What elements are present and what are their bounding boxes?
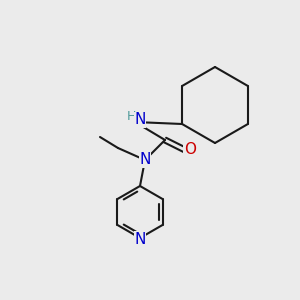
Text: H: H [126,110,136,122]
Text: O: O [184,142,196,158]
Text: N: N [134,112,146,128]
Text: N: N [139,152,151,167]
Text: N: N [134,232,146,247]
